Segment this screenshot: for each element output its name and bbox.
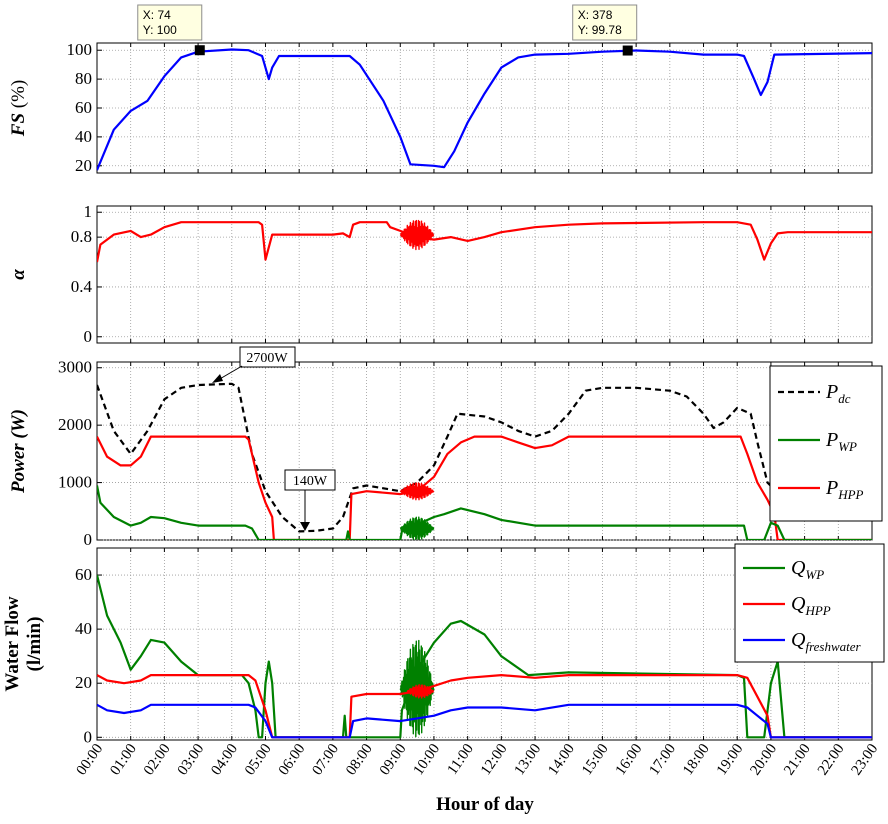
legend-item: QHPP: [743, 593, 831, 618]
y-axis-label: Water Flow: [2, 596, 23, 691]
legend-label-sub: freshwater: [805, 639, 861, 654]
datatip-marker: [194, 45, 205, 56]
y-axis-label-unit: (%): [8, 80, 29, 113]
series-group: [97, 48, 872, 171]
y-tick-label: 0.8: [71, 227, 92, 246]
y-tick-label: 20: [75, 673, 92, 692]
series-line-4: [97, 485, 872, 540]
annotation-arrow: [217, 365, 243, 381]
datatip-marker: [622, 45, 633, 56]
legend-label-sub: HPP: [837, 487, 863, 502]
datatip-box: [572, 4, 638, 41]
legend-label: QHPP: [791, 593, 831, 618]
annotation-box: [284, 469, 336, 491]
legend-item: Qfreshwater: [743, 629, 862, 654]
x-axis-label: Hour of day: [436, 794, 534, 815]
series-line-1: [97, 48, 872, 171]
y-tick-label: 20: [75, 156, 92, 175]
datatip-box: [137, 4, 203, 41]
legend-item: PHPP: [778, 477, 864, 502]
series-line-1: [97, 382, 872, 533]
grid: [97, 362, 872, 541]
annotation-box: [239, 346, 296, 368]
series-line-5: [399, 516, 435, 540]
y-tick-label: 2000: [58, 415, 92, 434]
datatip-x: X: 378: [578, 8, 613, 22]
series-line-4: [406, 684, 435, 699]
legend-item: QWP: [743, 557, 824, 582]
datatip-x: X: 74: [143, 8, 171, 22]
series-line-1: [97, 221, 872, 263]
y-tick-label: 1000: [58, 473, 92, 492]
y-tick-label: 60: [75, 98, 92, 117]
legend-item: Pdc: [778, 381, 851, 406]
y-tick-label: 60: [75, 565, 92, 584]
y-tick-label: 80: [75, 69, 92, 88]
panel-2: 0 0.4 0.8 1 α: [8, 202, 873, 346]
legend-label-main: P: [825, 381, 838, 403]
series-group: [97, 382, 872, 540]
y-tick-label: 3000: [58, 358, 92, 377]
y-tick-label: 0: [84, 530, 93, 549]
legend-label-sub: dc: [838, 391, 851, 406]
legend-label-main: Q: [791, 629, 806, 651]
y-tick-label: 0: [84, 727, 93, 746]
legend-label-sub: WP: [805, 567, 824, 582]
y-tick-label: 40: [75, 127, 92, 146]
legend-label: Pdc: [825, 381, 851, 406]
series-group: [97, 219, 872, 263]
annotation-arrowhead: [212, 374, 223, 383]
series-line-2: [399, 219, 435, 251]
legend-label-main: P: [825, 477, 838, 499]
series-line-5: [97, 703, 872, 739]
y-tick-label: 100: [67, 40, 93, 59]
legend-label-sub: HPP: [804, 603, 830, 618]
y-tick-label: 0.4: [71, 277, 93, 296]
legend-label: Qfreshwater: [791, 629, 862, 654]
legend-label-main: Q: [791, 557, 806, 579]
y-tick-label: 0: [84, 327, 93, 346]
y-tick-label: 40: [75, 619, 92, 638]
legend-label-sub: WP: [838, 439, 857, 454]
y-tick-label: 1: [84, 202, 93, 221]
series-group: [97, 574, 872, 739]
annotation-text: 140W: [293, 474, 328, 489]
annotation-arrowhead: [300, 522, 310, 531]
datatip-y: Y: 100: [143, 23, 177, 37]
plot-area: [96, 205, 873, 344]
legend-item: PWP: [778, 429, 857, 454]
legend-label: PWP: [825, 429, 857, 454]
y-axis-label-main: FS: [8, 113, 29, 137]
y-axis-label: Power (W): [8, 409, 29, 494]
annotation-text: 2700W: [246, 351, 288, 366]
y-axis-label: α: [8, 269, 29, 280]
series-line-3: [399, 482, 435, 501]
legend-label-main: Q: [791, 593, 806, 615]
y-axis-label: FS (%): [8, 80, 29, 137]
legend-label-main: P: [825, 429, 838, 451]
legend-label: QWP: [791, 557, 824, 582]
y-axis-label-unit: (l/min): [24, 617, 45, 672]
legend-label: PHPP: [825, 477, 864, 502]
datatip-y: Y: 99.78: [578, 23, 622, 37]
